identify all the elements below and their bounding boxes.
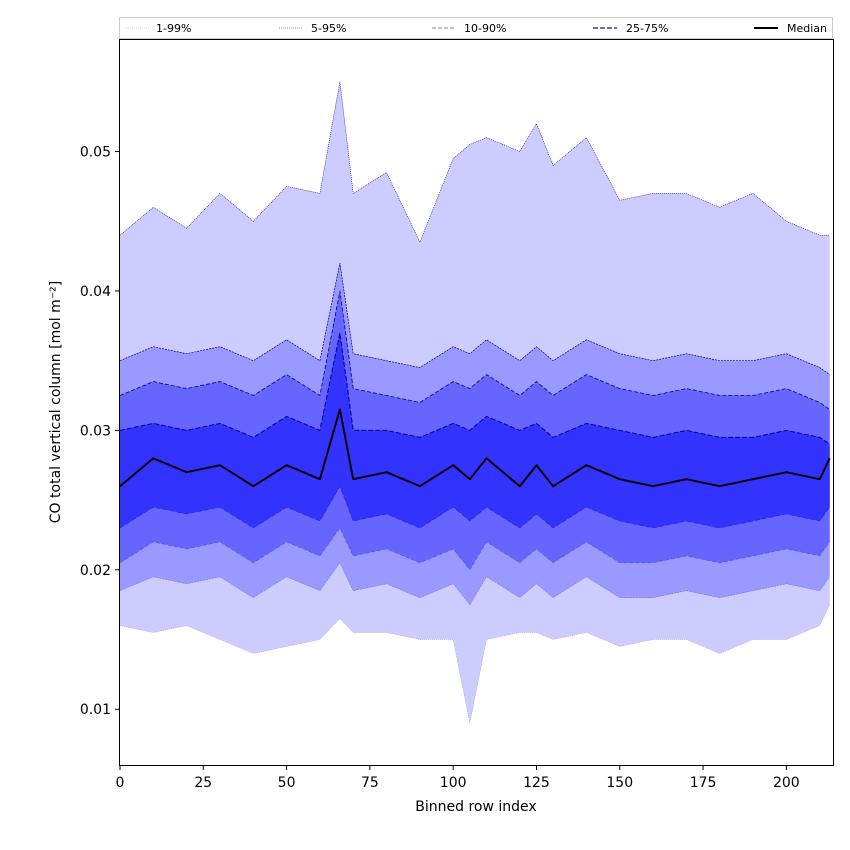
legend-label: 5-95% bbox=[311, 22, 346, 35]
plot-frame bbox=[119, 39, 834, 766]
x-tick-label: 100 bbox=[440, 775, 467, 791]
y-tick-label: 0.03 bbox=[80, 423, 111, 439]
band-25-75-fill bbox=[120, 332, 830, 528]
y-tick-label: 0.04 bbox=[80, 284, 111, 300]
band-1-99-lower-line bbox=[119, 604, 830, 724]
x-axis-label: Binned row index bbox=[415, 799, 536, 815]
legend-label: 10-90% bbox=[464, 22, 506, 35]
x-tick-label: 150 bbox=[606, 775, 633, 791]
y-tick-label: 0.02 bbox=[80, 563, 111, 579]
band-5-95-lower-line bbox=[119, 562, 830, 606]
y-tick-label: 0.05 bbox=[80, 145, 111, 161]
y-ticks: 0.01 0.02 0.03 0.04 0.05 bbox=[80, 145, 120, 718]
band-1-99-upper-line bbox=[119, 81, 830, 243]
x-ticks: 0 25 50 75 100 125 150 175 200 bbox=[116, 765, 800, 791]
median-layer bbox=[119, 408, 831, 488]
bands-layer bbox=[120, 81, 830, 724]
x-tick-label: 0 bbox=[116, 775, 125, 791]
median-line bbox=[119, 408, 831, 488]
band-25-75-lower-line bbox=[119, 485, 830, 529]
x-tick-label: 125 bbox=[523, 775, 550, 791]
legend-label: 1-99% bbox=[156, 22, 191, 35]
legend-label: 25-75% bbox=[626, 22, 668, 35]
y-tick-label: 0.01 bbox=[80, 702, 111, 718]
y-axis-label: CO total vertical column [mol m⁻²] bbox=[48, 281, 64, 523]
band-5-95-upper-line bbox=[119, 263, 830, 375]
x-tick-label: 50 bbox=[278, 775, 296, 791]
x-tick-label: 25 bbox=[194, 775, 212, 791]
band-10-90-upper-line bbox=[119, 290, 830, 410]
x-tick-label: 75 bbox=[361, 775, 379, 791]
x-tick-label: 200 bbox=[773, 775, 800, 791]
legend: 1-99% 5-95% 10-90% 25-75% Median bbox=[119, 17, 833, 39]
band-25-75-upper-line bbox=[119, 332, 830, 445]
band-10-90-lower-line bbox=[119, 527, 830, 571]
band-edges-layer bbox=[119, 81, 830, 724]
legend-frame bbox=[119, 17, 833, 39]
x-tick-label: 175 bbox=[690, 775, 717, 791]
legend-label: Median bbox=[787, 22, 827, 35]
